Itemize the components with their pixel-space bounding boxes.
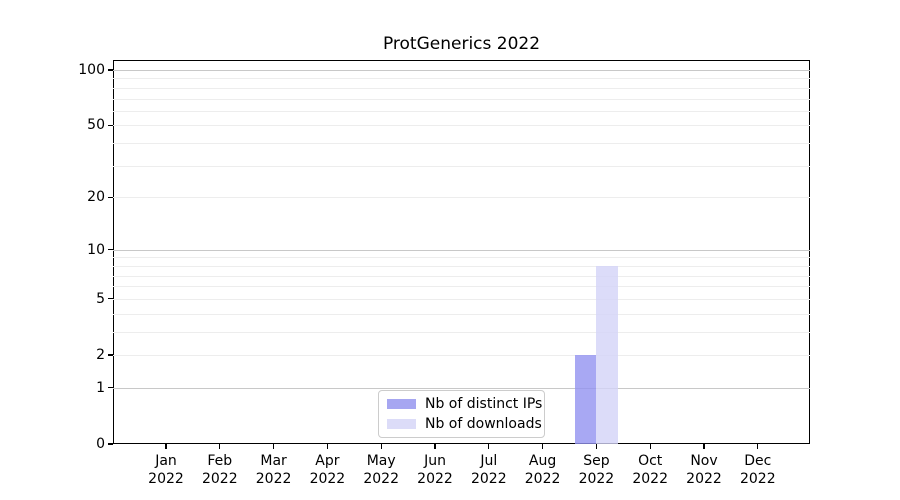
gridline-major <box>113 249 810 251</box>
legend: Nb of distinct IPs Nb of downloads <box>378 390 545 438</box>
x-tick-year: 2022 <box>524 471 561 487</box>
x-tick-year: 2022 <box>201 471 238 487</box>
y-tick-label: 50 <box>87 117 105 134</box>
y-tick-mark <box>108 443 113 445</box>
bar-distinct-ips-sep <box>574 355 597 444</box>
y-tick-label: 1 <box>96 379 105 396</box>
gridline-minor <box>113 197 810 199</box>
x-tick-label: Sep 2022 <box>566 452 626 488</box>
x-tick-label: Jul 2022 <box>459 452 519 488</box>
y-tick-label: 0 <box>96 436 105 452</box>
x-tick-label: Nov 2022 <box>674 452 734 488</box>
gridline-minor <box>113 125 810 127</box>
x-tick-month: Apr <box>315 453 340 469</box>
x-tick-mark <box>326 444 329 449</box>
legend-label-downloads: Nb of downloads <box>425 416 542 432</box>
x-tick-month: Oct <box>638 453 663 469</box>
x-tick-label: Dec 2022 <box>728 452 788 488</box>
y-tick-mark <box>108 354 113 356</box>
x-tick-mark <box>649 444 651 449</box>
gridline-minor <box>113 98 810 100</box>
x-tick-year: 2022 <box>255 471 292 487</box>
plot-area <box>113 60 810 444</box>
x-tick-month: Feb <box>207 453 233 469</box>
y-tick-label: 10 <box>87 241 105 258</box>
bar-downloads-sep <box>596 265 618 444</box>
x-tick-mark <box>595 444 598 449</box>
legend-item-downloads: Nb of downloads <box>387 416 542 432</box>
x-tick-label: Aug 2022 <box>513 452 573 488</box>
chart-title: ProtGenerics 2022 <box>382 34 541 54</box>
x-tick-year: 2022 <box>363 471 399 487</box>
x-tick-label: Jan 2022 <box>136 452 196 488</box>
x-tick-label: May 2022 <box>351 452 411 488</box>
legend-swatch-downloads <box>387 419 416 429</box>
x-tick-mark <box>488 444 490 449</box>
gridline-major <box>113 70 810 71</box>
x-tick-month: Nov <box>690 453 718 469</box>
y-tick-mark <box>108 298 113 300</box>
gridline-minor <box>113 165 810 167</box>
gridline-major <box>113 387 810 389</box>
x-tick-year: 2022 <box>148 471 184 487</box>
gridline-minor <box>113 355 810 356</box>
y-tick-label: 5 <box>96 290 105 307</box>
gridline-minor <box>113 265 810 267</box>
x-tick-label: Oct 2022 <box>620 452 680 488</box>
y-tick-mark <box>108 249 113 251</box>
gridline-minor <box>113 110 810 112</box>
y-tick-label: 100 <box>78 62 105 78</box>
y-tick-mark <box>108 124 113 127</box>
legend-label-distinct-ips: Nb of distinct IPs <box>425 396 543 412</box>
x-tick-mark <box>757 444 759 449</box>
gridline-minor <box>113 286 810 288</box>
gridline-minor <box>113 298 810 300</box>
x-tick-month: Jun <box>424 453 446 469</box>
y-tick-mark <box>108 387 113 389</box>
x-tick-label: Jun 2022 <box>405 452 465 488</box>
legend-item-distinct-ips: Nb of distinct IPs <box>387 396 542 412</box>
x-tick-month: Aug <box>528 453 557 469</box>
y-tick-label: 2 <box>96 347 105 363</box>
gridline-minor <box>113 78 810 80</box>
x-tick-month: Jan <box>155 453 177 469</box>
x-tick-label: Mar 2022 <box>244 452 304 488</box>
x-tick-year: 2022 <box>417 471 453 487</box>
x-tick-month: Jul <box>480 453 498 469</box>
x-tick-year: 2022 <box>632 471 668 487</box>
gridline-minor <box>113 257 810 259</box>
x-tick-year: 2022 <box>309 471 346 487</box>
x-tick-month: May <box>366 453 396 469</box>
x-tick-year: 2022 <box>686 471 722 487</box>
x-tick-year: 2022 <box>470 471 507 487</box>
x-tick-mark <box>542 444 544 449</box>
x-tick-label: Apr 2022 <box>297 452 357 488</box>
x-tick-year: 2022 <box>739 471 776 487</box>
y-tick-mark <box>108 69 113 71</box>
y-tick-mark <box>108 196 113 198</box>
x-tick-month: Sep <box>583 453 610 469</box>
x-tick-label: Feb 2022 <box>190 452 250 488</box>
x-tick-mark <box>273 444 275 449</box>
x-tick-mark <box>434 444 436 449</box>
x-tick-mark <box>703 444 705 449</box>
x-tick-mark <box>219 444 221 449</box>
gridline-minor <box>113 331 810 333</box>
x-tick-mark <box>165 444 167 449</box>
x-tick-year: 2022 <box>578 471 615 487</box>
x-tick-month: Dec <box>744 453 772 469</box>
y-tick-label: 20 <box>87 189 105 206</box>
x-tick-month: Mar <box>260 453 287 469</box>
gridline-minor <box>113 275 810 277</box>
legend-swatch-distinct-ips <box>387 399 416 409</box>
gridline-minor <box>113 313 810 315</box>
gridline-minor <box>113 143 810 145</box>
x-tick-mark <box>380 444 382 449</box>
gridline-minor <box>113 87 810 89</box>
